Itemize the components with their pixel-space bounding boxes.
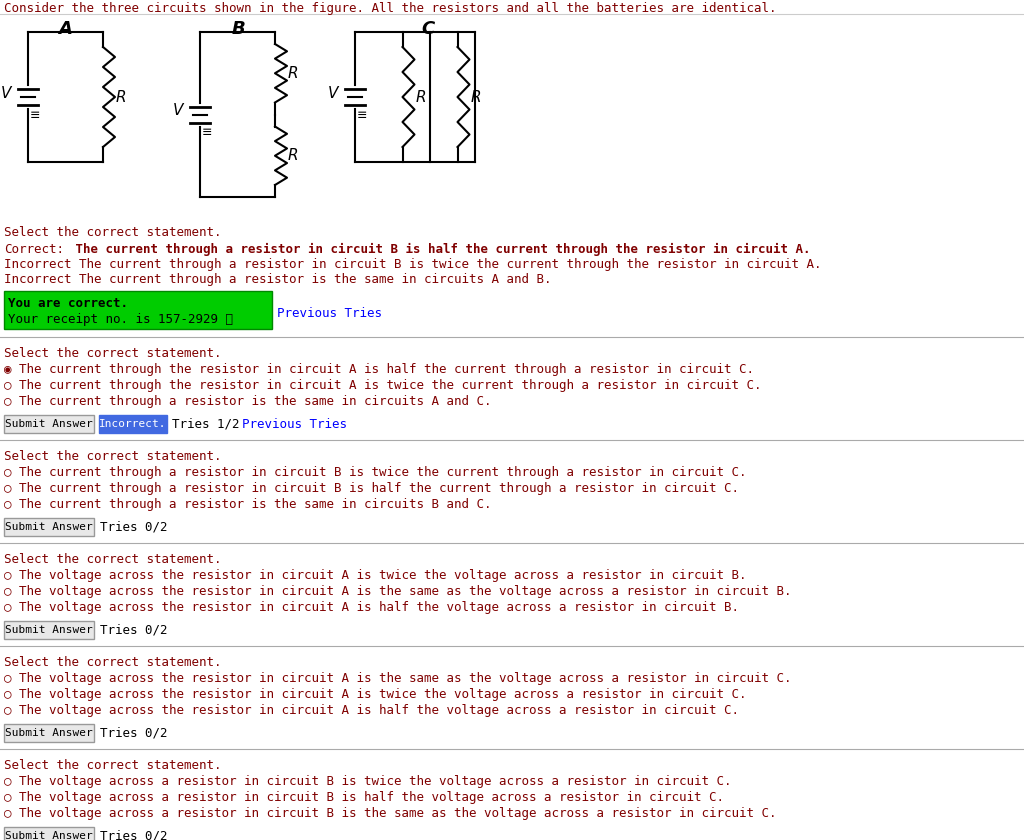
Text: ○ The voltage across a resistor in circuit B is the same as the voltage across a: ○ The voltage across a resistor in circu…	[4, 807, 776, 820]
FancyBboxPatch shape	[4, 518, 94, 536]
Text: ○ The voltage across the resistor in circuit A is the same as the voltage across: ○ The voltage across the resistor in cir…	[4, 585, 792, 598]
Text: V: V	[173, 103, 183, 118]
Text: R: R	[288, 148, 298, 163]
FancyBboxPatch shape	[4, 827, 94, 840]
Text: R: R	[116, 90, 126, 104]
Text: Submit Answer: Submit Answer	[5, 831, 93, 840]
Text: Tries 1/2: Tries 1/2	[172, 417, 240, 430]
Text: Select the correct statement.: Select the correct statement.	[4, 450, 221, 463]
FancyBboxPatch shape	[99, 415, 167, 433]
Text: Submit Answer: Submit Answer	[5, 522, 93, 532]
Text: Tries 0/2: Tries 0/2	[100, 521, 168, 533]
Text: Select the correct statement.: Select the correct statement.	[4, 226, 221, 239]
Text: ○ The current through a resistor is the same in circuits B and C.: ○ The current through a resistor is the …	[4, 498, 492, 511]
Text: Incorrect The current through a resistor in circuit B is twice the current throu: Incorrect The current through a resistor…	[4, 258, 821, 271]
Text: Tries 0/2: Tries 0/2	[100, 830, 168, 840]
Text: ○ The voltage across the resistor in circuit A is half the voltage across a resi: ○ The voltage across the resistor in cir…	[4, 601, 739, 614]
FancyBboxPatch shape	[4, 415, 94, 433]
Text: Your receipt no. is 157-2929 ⓘ: Your receipt no. is 157-2929 ⓘ	[8, 313, 233, 326]
Text: B: B	[231, 20, 245, 38]
Text: A: A	[58, 20, 72, 38]
Text: Submit Answer: Submit Answer	[5, 625, 93, 635]
Text: Submit Answer: Submit Answer	[5, 419, 93, 429]
Text: Incorrect.: Incorrect.	[99, 419, 167, 429]
Text: ○ The voltage across a resistor in circuit B is twice the voltage across a resis: ○ The voltage across a resistor in circu…	[4, 775, 731, 788]
Text: Previous Tries: Previous Tries	[278, 307, 382, 320]
Text: ◉ The current through the resistor in circuit A is half the current through a re: ◉ The current through the resistor in ci…	[4, 363, 754, 376]
Text: ○ The voltage across the resistor in circuit A is twice the voltage across a res: ○ The voltage across the resistor in cir…	[4, 569, 746, 582]
Text: C: C	[421, 20, 434, 38]
Text: ≡: ≡	[30, 108, 41, 122]
Text: Tries 0/2: Tries 0/2	[100, 623, 168, 637]
Text: Consider the three circuits shown in the figure. All the resistors and all the b: Consider the three circuits shown in the…	[4, 2, 776, 15]
Text: Tries 0/2: Tries 0/2	[100, 727, 168, 739]
Text: R: R	[415, 90, 426, 104]
Text: Select the correct statement.: Select the correct statement.	[4, 347, 221, 360]
Text: ≡: ≡	[357, 108, 368, 122]
Text: Select the correct statement.: Select the correct statement.	[4, 553, 221, 566]
Text: ≡: ≡	[202, 126, 213, 139]
Text: ○ The current through a resistor in circuit B is twice the current through a res: ○ The current through a resistor in circ…	[4, 466, 746, 479]
Text: You are correct.: You are correct.	[8, 297, 128, 310]
Text: R: R	[288, 66, 298, 81]
FancyBboxPatch shape	[4, 291, 272, 329]
Text: ○ The voltage across the resistor in circuit A is twice the voltage across a res: ○ The voltage across the resistor in cir…	[4, 688, 746, 701]
Text: Previous Tries: Previous Tries	[242, 417, 347, 430]
Text: ○ The voltage across the resistor in circuit A is half the voltage across a resi: ○ The voltage across the resistor in cir…	[4, 704, 739, 717]
Text: V: V	[328, 86, 338, 101]
Text: ○ The current through the resistor in circuit A is twice the current through a r: ○ The current through the resistor in ci…	[4, 379, 762, 392]
Text: R: R	[470, 90, 481, 104]
Text: V: V	[1, 86, 11, 101]
Text: ○ The current through a resistor in circuit B is half the current through a resi: ○ The current through a resistor in circ…	[4, 482, 739, 495]
Text: Incorrect The current through a resistor is the same in circuits A and B.: Incorrect The current through a resistor…	[4, 273, 552, 286]
Text: Correct:: Correct:	[4, 243, 63, 256]
Text: Submit Answer: Submit Answer	[5, 728, 93, 738]
Text: Select the correct statement.: Select the correct statement.	[4, 656, 221, 669]
Text: ○ The current through a resistor is the same in circuits A and C.: ○ The current through a resistor is the …	[4, 395, 492, 408]
Text: Select the correct statement.: Select the correct statement.	[4, 759, 221, 772]
Text: ○ The voltage across a resistor in circuit B is half the voltage across a resist: ○ The voltage across a resistor in circu…	[4, 791, 724, 804]
FancyBboxPatch shape	[4, 621, 94, 639]
FancyBboxPatch shape	[4, 724, 94, 742]
Text: ○ The voltage across the resistor in circuit A is the same as the voltage across: ○ The voltage across the resistor in cir…	[4, 672, 792, 685]
Text: The current through a resistor in circuit B is half the current through the resi: The current through a resistor in circui…	[68, 243, 811, 256]
